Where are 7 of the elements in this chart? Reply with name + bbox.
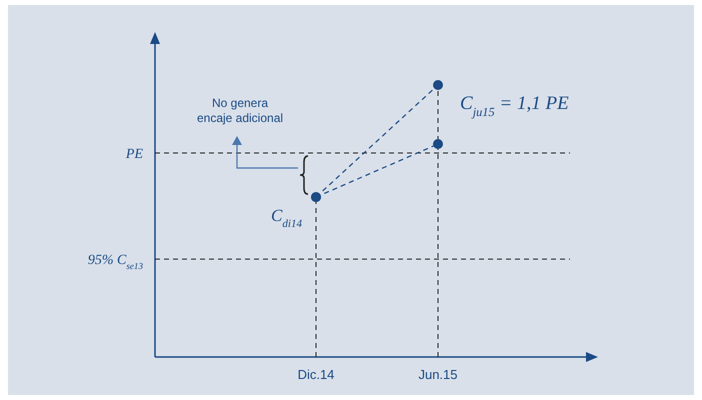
x-tick-label: Dic.14 — [298, 367, 334, 382]
annotation: No genera encaje adicional — [196, 96, 284, 125]
ref-line-label: 95% C$_{se13}$ — [88, 253, 144, 272]
annotation: C$_{ju15}$ = 1,1 PE — [460, 93, 570, 119]
ref-line-label: PE — [124, 147, 144, 162]
x-tick-label: Jun.15 — [418, 367, 458, 382]
annotation: C$_{di14}$ — [271, 206, 302, 230]
